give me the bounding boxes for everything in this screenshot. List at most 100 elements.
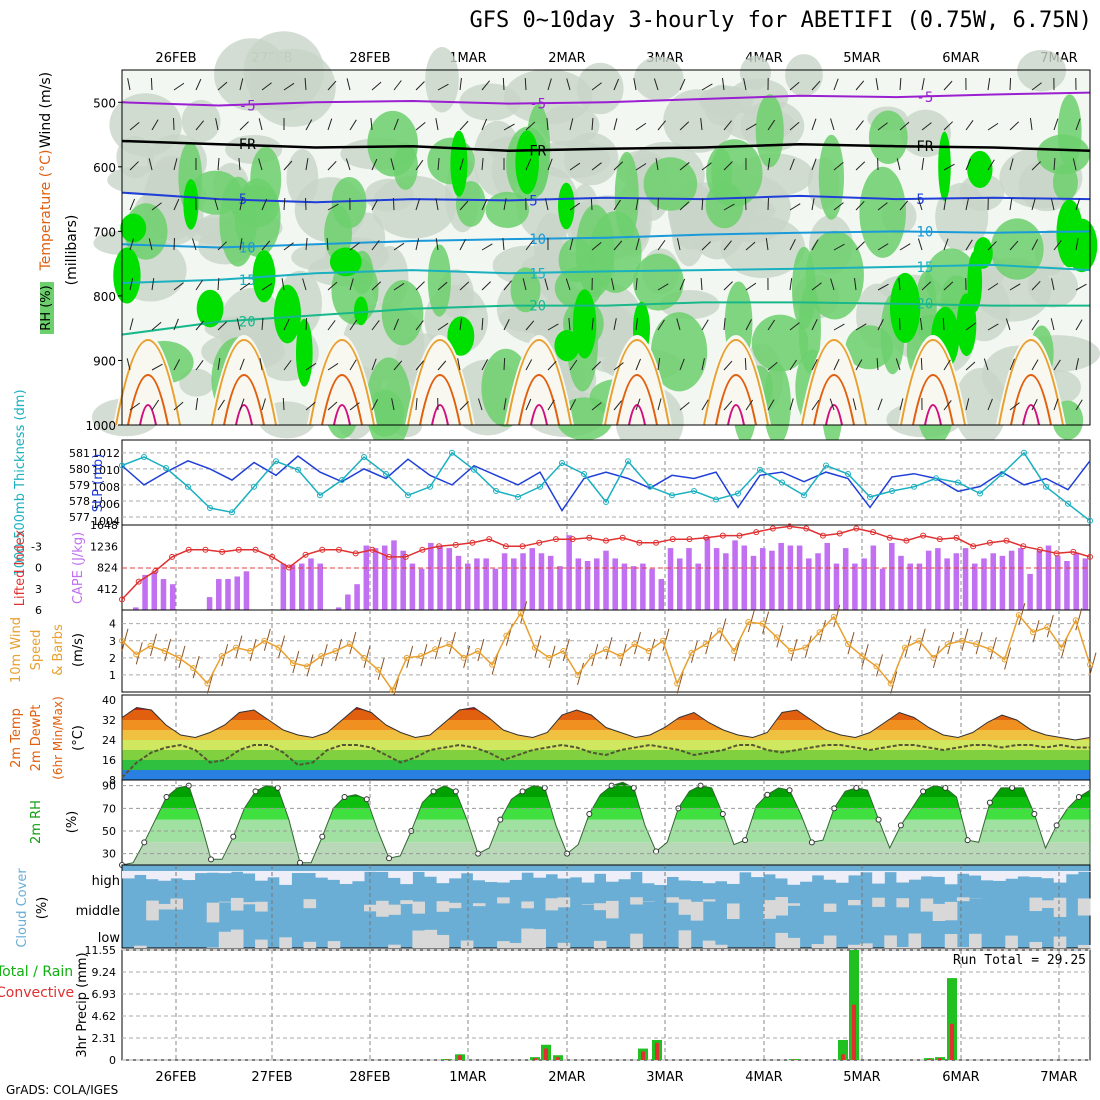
wind-barb — [415, 159, 424, 171]
contour-35 — [139, 404, 157, 426]
wind-barb — [811, 158, 817, 171]
wind-speed-line-point — [531, 644, 538, 651]
cloud-low-gap — [497, 941, 510, 948]
rh-saturated-region — [558, 182, 575, 230]
slp-line-point — [1065, 500, 1071, 507]
cape-bar — [391, 540, 397, 610]
rh-grey-region — [663, 89, 735, 153]
wind-speed-line-point — [417, 653, 424, 660]
ylabel-rh: RH (%) — [39, 285, 54, 330]
contour-label: 10 — [239, 241, 256, 257]
slp-line-point — [603, 499, 609, 506]
wind-barb — [635, 398, 641, 411]
cape-bar — [317, 563, 323, 610]
wind-barb — [1031, 359, 1039, 371]
wind-barb — [898, 278, 901, 291]
wind-barb — [613, 362, 624, 371]
wind-speed-line-point — [788, 648, 795, 654]
cape-bar — [861, 558, 867, 610]
cloud-middle-gap — [727, 903, 740, 920]
slp-line-point — [801, 492, 807, 499]
wind-barb — [877, 283, 889, 291]
cloud-high-gap — [1077, 871, 1091, 872]
wind-barb — [525, 320, 535, 331]
surface-wind-barb — [192, 655, 200, 679]
temp-tick-label: 8 — [109, 774, 116, 787]
lifted-index-line-point — [953, 534, 960, 541]
wind-barb — [393, 242, 405, 251]
rh-grey-region — [739, 55, 772, 90]
wind-barb — [305, 119, 313, 131]
wind-barb — [239, 358, 245, 371]
ylabel-units: (millibars) — [64, 215, 80, 286]
slp-line-point — [735, 490, 741, 497]
contour-label: 5 — [239, 192, 247, 208]
wind-speed-line-point — [944, 641, 951, 648]
cape-bar — [713, 548, 720, 610]
surface-wind-barb — [1089, 652, 1097, 675]
wind-barb — [195, 360, 204, 371]
wind-speed-line-point — [859, 653, 866, 660]
wind-speed-line-point — [147, 642, 154, 649]
wind-speed-line-point — [403, 654, 410, 661]
cape-bar — [363, 545, 370, 610]
wind-barb — [126, 358, 131, 371]
wind-barb — [327, 281, 338, 291]
wind-barb — [943, 400, 952, 411]
cape-bar — [234, 576, 241, 610]
cloud-high-gap — [896, 871, 909, 883]
wind-barb — [701, 162, 712, 171]
wind-speed-line-point — [958, 637, 965, 644]
wind-barb — [855, 80, 865, 91]
cloud-low-gap — [388, 944, 401, 948]
cape-bar — [169, 584, 176, 610]
wind-barb — [919, 318, 923, 331]
wind-barb — [173, 82, 185, 91]
rh-saturated-region — [1066, 218, 1098, 273]
wind-barb — [437, 322, 449, 331]
top-date-label: 26FEB — [155, 51, 196, 66]
lifted-index-line-point — [335, 546, 342, 553]
lifted-index-line-point — [569, 536, 576, 543]
wind-barb — [613, 400, 622, 411]
wind-barb — [239, 198, 243, 211]
rh-point — [497, 816, 504, 823]
cape-bar — [842, 548, 849, 610]
lifted-index-line-point — [252, 546, 259, 553]
ylabel-slp: SLP (mb) — [91, 454, 106, 513]
wind-barb — [701, 358, 705, 371]
rh-point — [386, 855, 393, 862]
surface-wind-barb — [918, 628, 926, 651]
cape-bar — [879, 568, 886, 610]
contour-25 — [506, 339, 572, 426]
cloud-high-gap — [364, 871, 377, 872]
wind-barb — [393, 283, 405, 291]
wind-speed-line-point — [232, 644, 239, 651]
rh-saturated-region — [554, 330, 580, 362]
cloud-high-gap — [642, 871, 655, 884]
wind-barb — [1009, 283, 1021, 291]
lifted-index-line-point — [970, 543, 977, 550]
cloud-high-gap — [981, 871, 994, 881]
cloud-high-gap — [424, 871, 438, 877]
contour-35 — [235, 404, 253, 426]
cape-bar — [741, 545, 748, 610]
contour-30 — [616, 374, 658, 426]
wind-barb — [437, 83, 449, 91]
precip-convective-bar — [950, 1023, 954, 1060]
cape-bar — [160, 579, 167, 610]
lifted-index-line-point — [169, 553, 176, 560]
wind-tick-label: 3 — [109, 635, 116, 648]
wind-barb — [415, 81, 425, 91]
wind-barb — [481, 317, 484, 331]
lifted-index-line-point — [285, 564, 292, 571]
wind-barb — [302, 278, 307, 291]
cloud-high-gap — [944, 871, 958, 885]
ylabel-wind10m-barbs: & Barbs — [51, 624, 66, 676]
lifted-index-line-point — [1053, 550, 1060, 557]
slp-line-point — [229, 509, 235, 516]
rh-moist-region — [231, 184, 279, 228]
cape-bar — [667, 548, 674, 610]
cape-bar — [806, 558, 812, 610]
wind-barb — [349, 242, 360, 251]
